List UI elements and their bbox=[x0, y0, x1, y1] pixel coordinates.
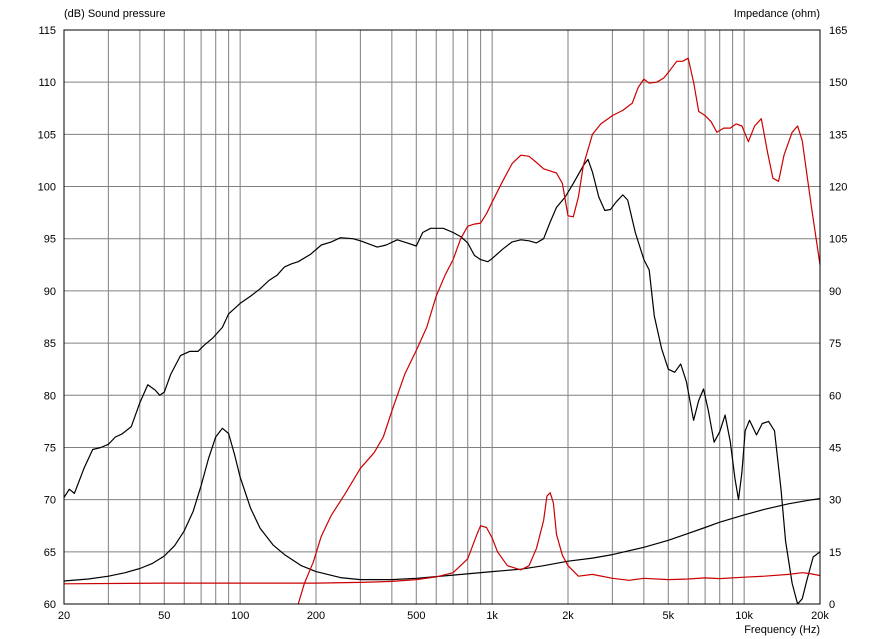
x-tick-label: 1k bbox=[486, 610, 498, 622]
y-left-tick-label: 95 bbox=[44, 234, 56, 246]
right-axis-title: Impedance (ohm) bbox=[734, 8, 820, 20]
tick-labels: 20 50 100 200 500 1k 2k 5k 10k 20k 60 65 70 75 80 85 90 9… bbox=[38, 25, 848, 622]
y-left-tick-label: 85 bbox=[44, 338, 56, 350]
x-tick-label: 2k bbox=[562, 610, 574, 622]
y-right-tick-label: 60 bbox=[829, 390, 841, 402]
x-tick-label: 20 bbox=[58, 610, 70, 622]
y-left-tick-label: 90 bbox=[44, 286, 56, 298]
y-right-tick-label: 45 bbox=[829, 442, 841, 454]
y-right-tick-label: 150 bbox=[829, 77, 847, 89]
y-right-tick-label: 15 bbox=[829, 547, 841, 559]
x-tick-label: 200 bbox=[307, 610, 325, 622]
x-tick-label: 10k bbox=[735, 610, 753, 622]
y-left-tick-label: 65 bbox=[44, 547, 56, 559]
y-right-tick-label: 135 bbox=[829, 129, 847, 141]
left-axis-title: (dB) Sound pressure bbox=[64, 8, 166, 20]
x-tick-label: 50 bbox=[158, 610, 170, 622]
series-line-4 bbox=[64, 492, 820, 585]
x-tick-label: 100 bbox=[231, 610, 249, 622]
x-axis-title: Frequency (Hz) bbox=[744, 624, 820, 636]
series-line-3 bbox=[297, 57, 820, 604]
x-tick-label: 5k bbox=[662, 610, 674, 622]
series-line-1 bbox=[64, 158, 820, 604]
y-left-tick-label: 75 bbox=[44, 442, 56, 454]
y-left-tick-label: 80 bbox=[44, 390, 56, 402]
y-right-tick-label: 165 bbox=[829, 25, 847, 37]
y-right-tick-label: 30 bbox=[829, 495, 841, 507]
y-right-tick-label: 120 bbox=[829, 182, 847, 194]
plot-frame bbox=[63, 29, 821, 605]
series-group bbox=[64, 57, 820, 604]
y-right-tick-label: 75 bbox=[829, 338, 841, 350]
y-left-tick-label: 100 bbox=[38, 182, 56, 194]
y-left-tick-label: 60 bbox=[44, 599, 56, 611]
y-right-tick-label: 0 bbox=[829, 599, 835, 611]
y-left-tick-label: 115 bbox=[38, 25, 56, 37]
x-tick-label: 500 bbox=[407, 610, 425, 622]
series-line-2 bbox=[64, 427, 820, 582]
y-left-tick-label: 70 bbox=[44, 495, 56, 507]
y-left-tick-label: 110 bbox=[38, 77, 56, 89]
grid bbox=[63, 29, 821, 605]
x-tick-label: 20k bbox=[811, 610, 829, 622]
y-right-tick-label: 90 bbox=[829, 286, 841, 298]
y-right-tick-label: 105 bbox=[829, 234, 847, 246]
y-left-tick-label: 105 bbox=[38, 129, 56, 141]
